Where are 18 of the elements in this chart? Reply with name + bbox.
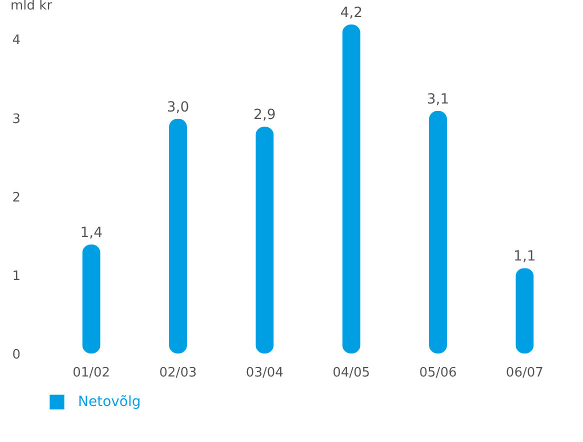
x-tick-label: 03/04 [246,366,284,380]
data-label: 4,2 [340,5,362,21]
y-tick-label: 0 [12,348,20,362]
y-tick-label: 1 [12,268,20,284]
data-label: 1,1 [514,248,536,265]
data-label: 1,4 [80,225,103,241]
x-tick-label: 04/05 [332,366,370,380]
y-tick-label: 3 [12,112,20,127]
y-tick-label: 2 [12,190,20,206]
data-label: 2,9 [254,107,276,124]
x-tick-label: 05/06 [419,366,457,380]
data-label: 3,0 [166,99,190,116]
x-tick-label: 02/03 [159,366,197,380]
x-tick-label: 01/02 [72,366,110,380]
legend-label: Netovõlg [78,394,141,410]
x-tick-label: 06/07 [506,366,544,380]
y-tick-label: 4 [12,33,20,48]
data-label: 3,1 [426,91,450,108]
